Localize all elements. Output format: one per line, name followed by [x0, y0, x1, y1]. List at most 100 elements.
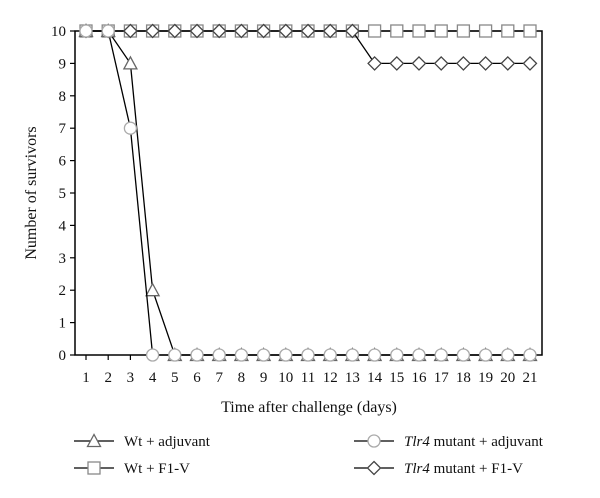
series-line [86, 30, 530, 356]
y-axis-title: Number of survivors [23, 126, 40, 259]
data-point [367, 348, 382, 362]
legend-entry: Wt + F1-V [74, 461, 190, 477]
data-point [122, 55, 138, 70]
x-tick-label: 21 [523, 370, 538, 386]
legend-label: Tlr4 mutant + F1-V [404, 461, 523, 477]
data-point [344, 23, 360, 39]
data-point [167, 23, 183, 39]
x-tick-label: 15 [389, 370, 404, 386]
x-tick-label: 20 [500, 370, 515, 386]
x-tick-label: 14 [367, 370, 383, 386]
data-point [434, 348, 448, 362]
data-point [433, 55, 449, 71]
data-point [478, 55, 494, 71]
data-point [256, 23, 272, 39]
data-point [101, 24, 115, 38]
x-axis: 1 2 3 4 5 6 7 8 9 10 11 12 13 14 15 16 17 18 19 20 21 [82, 355, 538, 386]
data-point [190, 348, 204, 362]
x-tick-label: 17 [434, 370, 450, 386]
data-point [456, 348, 471, 362]
data-point [211, 23, 227, 39]
data-point [279, 348, 293, 362]
x-tick-label: 19 [478, 370, 493, 386]
legend-marker [367, 434, 381, 448]
data-point [300, 23, 316, 39]
y-tick-label: 1 [59, 316, 67, 332]
x-tick-label: 8 [238, 370, 246, 386]
data-point [500, 55, 516, 71]
data-point [412, 24, 426, 38]
legend: Wt + adjuvant Wt + F1-V Tlr4 mutant + adju… [74, 433, 544, 477]
data-point [323, 348, 337, 362]
y-tick-label: 7 [59, 121, 67, 137]
data-point [367, 55, 383, 71]
legend-entry: Tlr4 mutant + F1-V [354, 460, 523, 477]
legend-marker [87, 461, 101, 475]
x-tick-label: 6 [193, 370, 201, 386]
data-point [145, 23, 161, 39]
data-point [122, 23, 138, 39]
x-tick-label: 2 [104, 370, 112, 386]
x-tick-label: 12 [323, 370, 338, 386]
series-layer [78, 23, 538, 362]
data-point [345, 348, 360, 362]
legend-label: Wt + adjuvant [124, 434, 211, 450]
y-tick-label: 4 [59, 218, 67, 234]
data-point [322, 23, 338, 39]
series-circle [79, 24, 537, 362]
data-point [389, 55, 405, 71]
x-tick-label: 7 [215, 370, 223, 386]
legend-entry: Wt + adjuvant [74, 433, 211, 450]
x-tick-label: 10 [278, 370, 293, 386]
data-point [212, 348, 226, 362]
data-point [411, 55, 427, 71]
y-tick-label: 0 [59, 348, 67, 364]
data-point [523, 348, 537, 362]
data-point [123, 121, 138, 135]
x-tick-label: 4 [149, 370, 157, 386]
data-point [501, 348, 515, 362]
y-tick-label: 2 [59, 283, 67, 299]
legend-entry: Tlr4 mutant + adjuvant [354, 434, 544, 450]
plot-area [74, 30, 543, 356]
y-tick-label: 10 [51, 24, 66, 40]
legend-label: Wt + F1-V [124, 461, 190, 477]
y-tick-label: 3 [59, 251, 67, 267]
data-point [145, 282, 161, 297]
y-tick-label: 5 [59, 186, 67, 202]
data-point [79, 24, 93, 38]
data-point [478, 348, 493, 362]
y-tick-label: 9 [59, 56, 67, 72]
data-point [478, 24, 493, 38]
data-point [256, 348, 271, 362]
data-point [301, 348, 315, 362]
x-axis-title: Time after challenge (days) [221, 399, 397, 416]
data-point [455, 55, 471, 71]
data-point [234, 348, 249, 362]
x-tick-label: 16 [412, 370, 428, 386]
x-tick-label: 5 [171, 370, 179, 386]
data-point [456, 24, 471, 38]
data-point [390, 24, 404, 38]
x-tick-label: 9 [260, 370, 268, 386]
data-point [145, 348, 160, 362]
x-tick-label: 3 [127, 370, 135, 386]
x-tick-label: 1 [82, 370, 90, 386]
y-tick-label: 6 [59, 154, 67, 170]
data-point [523, 24, 537, 38]
y-axis: 0 1 2 3 4 5 6 7 8 9 10 [51, 24, 75, 364]
legend-marker [366, 460, 382, 476]
legend-marker [86, 433, 102, 448]
x-tick-label: 18 [456, 370, 471, 386]
data-point [522, 55, 538, 71]
data-point [434, 24, 448, 38]
data-point [189, 23, 205, 39]
data-point [501, 24, 515, 38]
data-point [233, 23, 249, 39]
data-point [390, 348, 404, 362]
series-line [86, 30, 530, 356]
x-tick-label: 11 [301, 370, 315, 386]
data-point [367, 24, 382, 38]
